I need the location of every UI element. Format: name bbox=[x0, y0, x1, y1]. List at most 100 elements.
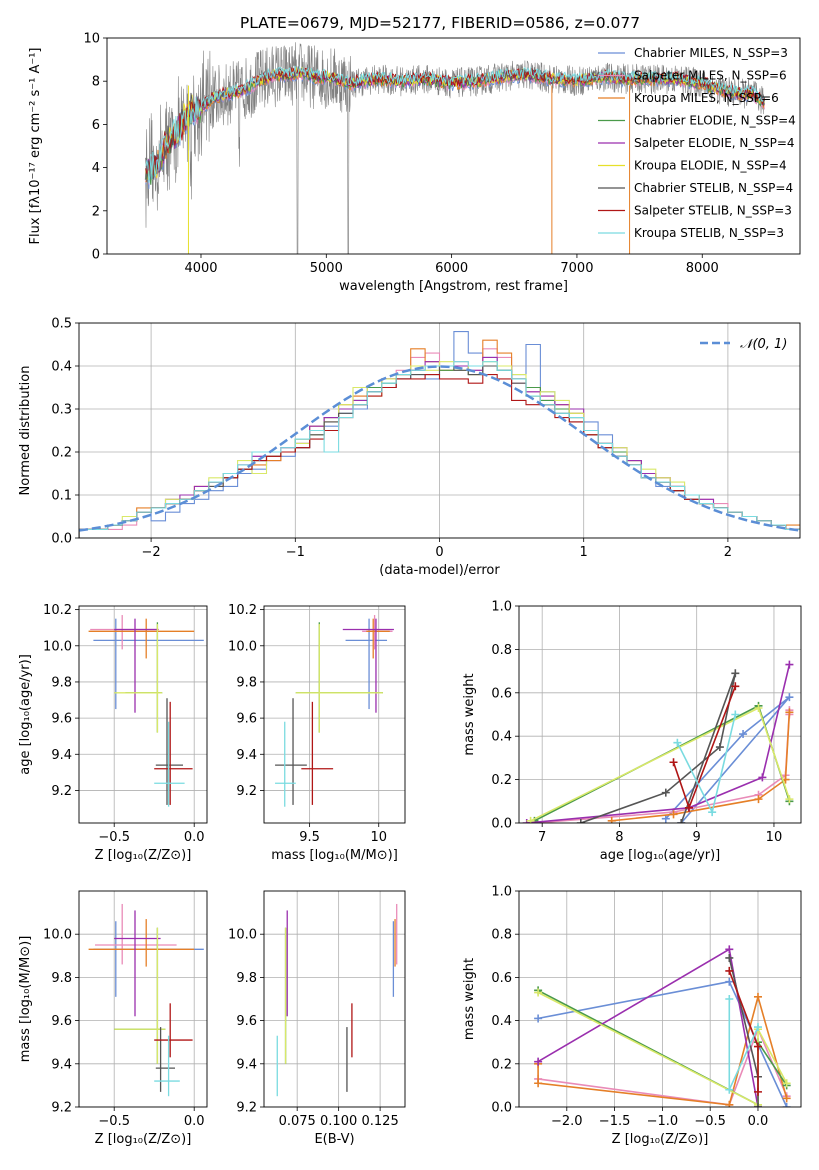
normal-reference-curve bbox=[79, 365, 800, 532]
weight-marker bbox=[785, 708, 794, 717]
chart-title: PLATE=0679, MJD=52177, FIBERID=0586, z=0… bbox=[240, 14, 640, 32]
x-tick-label: 7 bbox=[538, 830, 546, 845]
y-axis-label: mass weight bbox=[462, 673, 477, 755]
y-tick-label: 10.0 bbox=[43, 639, 72, 654]
legend: Chabrier MILES, N_SSP=3 Salpeter MILES, N… bbox=[598, 46, 796, 240]
weight-marker bbox=[782, 1094, 791, 1103]
weight-marker bbox=[708, 808, 717, 817]
x-axis-label: Z [log₁₀(Z/Z⊙)] bbox=[95, 1132, 192, 1147]
legend-label: Chabrier ELODIE, N_SSP=4 bbox=[634, 114, 796, 128]
error-point bbox=[93, 921, 204, 997]
weight-marker bbox=[661, 788, 670, 797]
x-tick-label: −2 bbox=[142, 545, 161, 560]
weight-marker bbox=[731, 682, 740, 691]
axes-frame bbox=[518, 890, 802, 1108]
x-tick-label: −0.5 bbox=[98, 1114, 130, 1129]
weight-marker bbox=[684, 803, 693, 812]
x-axis-label: wavelength [Angstrom, rest frame] bbox=[339, 279, 568, 294]
weight-marker bbox=[725, 1085, 734, 1094]
weight-marker bbox=[753, 1087, 762, 1096]
y-tick-label: 0.2 bbox=[491, 1057, 512, 1072]
y-tick-label: 10.2 bbox=[228, 603, 257, 618]
error-point bbox=[88, 919, 195, 967]
x-tick-label: 10 bbox=[370, 830, 387, 845]
legend-label: Salpeter MILES, N_SSP=6 bbox=[634, 69, 787, 83]
x-tick-label: 0.125 bbox=[362, 1114, 399, 1129]
y-tick-label: 9.8 bbox=[51, 971, 72, 986]
x-tick-label: 4000 bbox=[184, 261, 217, 276]
weight-marker bbox=[673, 738, 682, 747]
weight-marker bbox=[731, 710, 740, 719]
x-axis-label: mass [log₁₀(M/M⊙)] bbox=[271, 848, 398, 863]
error-point bbox=[345, 618, 388, 710]
weight-marker bbox=[677, 819, 686, 823]
weight-series-line bbox=[530, 706, 791, 822]
y-tick-label: 10 bbox=[83, 32, 100, 47]
plot-area bbox=[519, 891, 801, 1107]
error-point bbox=[154, 1003, 193, 1058]
y-tick-label: 9.4 bbox=[236, 1057, 257, 1072]
axes-frame bbox=[78, 605, 208, 824]
weight-marker bbox=[725, 1100, 734, 1107]
weight-marker bbox=[725, 945, 734, 954]
weight-marker bbox=[753, 1042, 762, 1051]
weight-series-line bbox=[672, 686, 737, 811]
y-tick-label: 0.4 bbox=[491, 730, 512, 745]
y-tick-label: 10.0 bbox=[43, 928, 72, 943]
weight-marker bbox=[782, 1103, 791, 1107]
x-tick-label: 0.075 bbox=[279, 1114, 316, 1129]
x-tick-label: 8 bbox=[615, 830, 623, 845]
error-point bbox=[154, 721, 185, 807]
weight-marker bbox=[607, 816, 616, 823]
y-tick-label: 9.6 bbox=[236, 1014, 257, 1029]
x-tick-label: 0.0 bbox=[184, 1114, 205, 1129]
weight-marker bbox=[669, 810, 678, 819]
weight-marker bbox=[715, 743, 724, 752]
axes-frame bbox=[263, 605, 406, 824]
x-tick-label: 0.0 bbox=[184, 830, 205, 845]
x-tick-label: 10 bbox=[766, 830, 783, 845]
y-tick-label: 0.6 bbox=[491, 686, 512, 701]
error-point bbox=[114, 618, 158, 713]
x-tick-label: 2 bbox=[724, 545, 732, 560]
weight-marker bbox=[534, 988, 543, 997]
weight-series-line bbox=[665, 696, 791, 823]
y-tick-label: 4 bbox=[92, 161, 100, 176]
legend-label: Kroupa ELODIE, N_SSP=4 bbox=[634, 159, 787, 173]
legend-label: 𝒩(0, 1) bbox=[740, 337, 787, 352]
weight-marker bbox=[753, 1023, 762, 1032]
plot-area bbox=[79, 323, 800, 538]
y-tick-label: 8 bbox=[92, 75, 100, 90]
error-point bbox=[366, 618, 390, 659]
weight-marker bbox=[785, 795, 794, 804]
y-tick-label: 0 bbox=[92, 248, 100, 263]
y-tick-label: 0.5 bbox=[51, 317, 72, 332]
plot-area bbox=[519, 606, 801, 823]
weight-marker bbox=[753, 992, 762, 1001]
y-axis-label: mass [log₁₀(M/M⊙)] bbox=[18, 936, 33, 1063]
y-tick-label: 9.2 bbox=[51, 784, 72, 799]
y-tick-label: 6 bbox=[92, 118, 100, 133]
error-point bbox=[154, 701, 193, 805]
weight-marker bbox=[725, 953, 734, 962]
x-tick-label: −1.5 bbox=[599, 1114, 631, 1129]
panel-1: 4000 5000 6000 7000 8000 0 2 4 6 8 10 PLATE=0679, M… bbox=[28, 14, 801, 294]
x-axis-label: Z [log₁₀(Z/Z⊙)] bbox=[95, 848, 192, 863]
weight-marker bbox=[725, 977, 734, 986]
error-point bbox=[114, 624, 163, 733]
x-axis-label: age [log₁₀(age/yr)] bbox=[600, 848, 721, 863]
weight-marker bbox=[534, 1079, 543, 1088]
x-tick-label: −1 bbox=[286, 545, 305, 560]
y-tick-label: 9.4 bbox=[51, 1057, 72, 1072]
error-point bbox=[125, 622, 163, 733]
error-point bbox=[295, 622, 383, 733]
y-tick-label: 0.4 bbox=[491, 1014, 512, 1029]
y-tick-label: 9.4 bbox=[51, 748, 72, 763]
y-axis-label: Normed distribution bbox=[18, 366, 33, 496]
x-tick-label: −2.0 bbox=[551, 1114, 583, 1129]
weight-marker bbox=[753, 1103, 762, 1107]
y-tick-label: 9.6 bbox=[236, 712, 257, 727]
x-tick-label: 8000 bbox=[686, 261, 719, 276]
weight-marker bbox=[576, 819, 585, 823]
